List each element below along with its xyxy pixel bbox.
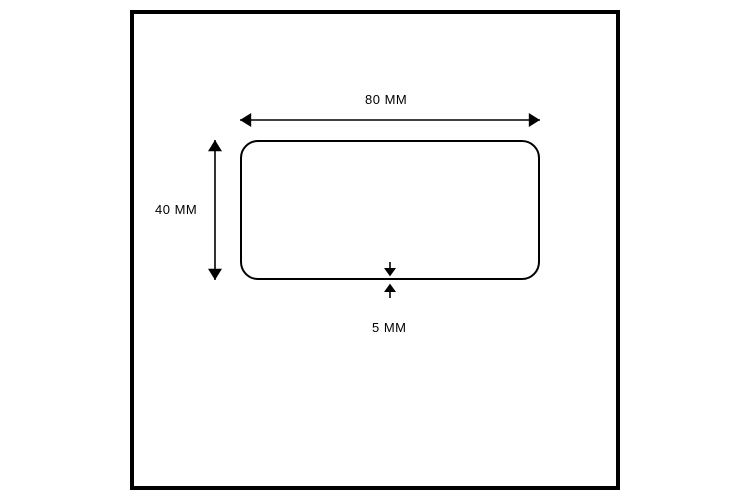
- rounded-rectangle: [240, 140, 540, 280]
- width-dimension-label: 80 MM: [365, 92, 407, 107]
- radius-dimension-label: 5 MM: [372, 320, 407, 335]
- height-dimension-label: 40 MM: [155, 202, 197, 217]
- diagram-canvas: 80 MM 40 MM 5 MM: [0, 0, 750, 500]
